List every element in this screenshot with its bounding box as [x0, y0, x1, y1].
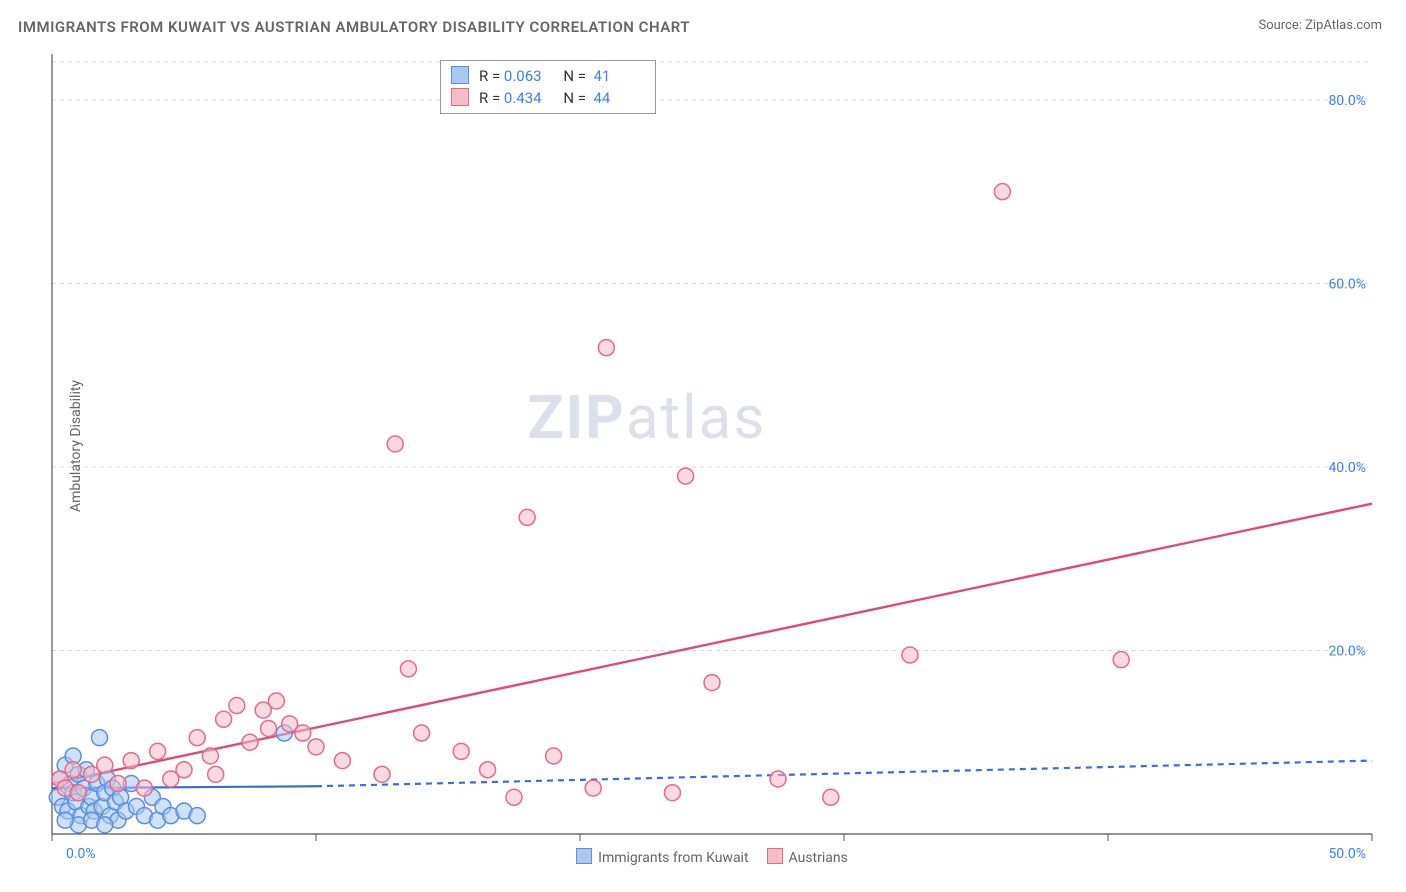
legend-row-austrian: R = 0.434 N = 44 [451, 87, 645, 109]
scatter-plot: 20.0%40.0%60.0%80.0%0.0%50.0% [0, 0, 1406, 892]
correlation-legend: R = 0.063 N = 41R = 0.434 N = 44 [440, 60, 656, 114]
source-attribution: Source: ZipAtlas.com [1258, 18, 1382, 33]
svg-text:20.0%: 20.0% [1328, 643, 1366, 659]
svg-text:60.0%: 60.0% [1328, 276, 1366, 292]
svg-text:40.0%: 40.0% [1328, 460, 1366, 476]
chart-title: IMMIGRANTS FROM KUWAIT VS AUSTRIAN AMBUL… [18, 18, 690, 36]
series-legend: Immigrants from KuwaitAustrians [0, 848, 1406, 866]
svg-text:80.0%: 80.0% [1328, 93, 1366, 109]
y-axis-label: Ambulatory Disability [68, 380, 84, 512]
legend-row-kuwait: R = 0.063 N = 41 [451, 65, 645, 87]
